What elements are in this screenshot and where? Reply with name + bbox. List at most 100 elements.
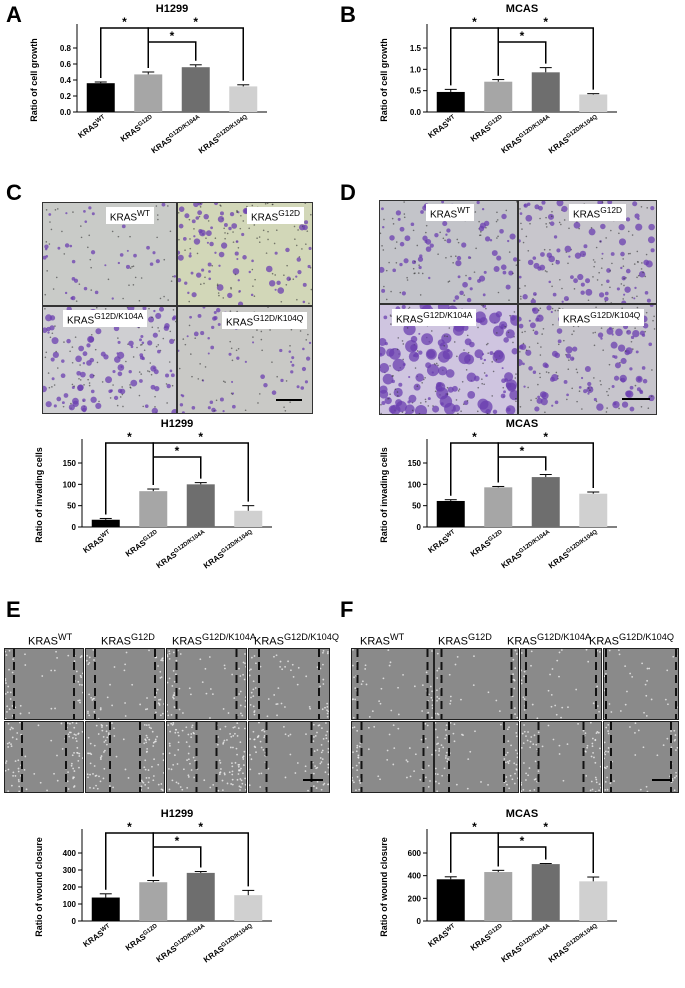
migrating-cell [103,767,106,770]
stained-cell [468,276,472,281]
y-axis-label: Ratio of cell growth [29,38,39,122]
stained-cell [237,279,240,282]
stained-cell [193,238,201,245]
stained-cell [90,396,97,403]
migrating-cell [209,688,212,690]
stained-cell [430,330,433,332]
x-tick-label: KRASG12D/K104Q [197,114,251,155]
stained-cell [551,404,554,407]
stained-cell [414,272,416,275]
migrating-cell [536,717,539,719]
micrograph-d-wt: KRASWT [379,200,518,304]
stained-cell [620,357,627,365]
migrating-cell [626,690,628,693]
stained-cell [179,403,184,407]
bar [181,67,210,112]
migrating-cell [151,765,153,768]
x-tick-superscript: G12D [142,529,159,543]
stained-cell [626,329,632,335]
significance-star: * [127,430,132,444]
migrating-cell [597,731,600,734]
migrating-cell [279,660,282,663]
stained-cell [178,206,185,212]
stained-cell [396,391,399,393]
stained-cell [171,408,176,413]
migrating-cell [9,691,12,694]
migrating-cell [158,699,160,701]
migrating-cell [419,778,422,781]
stained-cell [393,387,403,398]
stained-cell [540,398,548,406]
stained-cell [410,344,418,352]
migrating-cell [244,788,246,791]
migrating-cell [604,788,607,791]
stained-cell [62,405,65,408]
migrating-cell [109,683,111,686]
stained-cell [537,395,541,399]
stained-cell [601,252,604,255]
stained-cell [593,265,595,268]
stained-cell [495,220,498,223]
migrating-cell [315,787,318,789]
stained-cell [138,371,141,373]
wound-label-f-k104a: KRASG12D/K104A [507,632,591,648]
stained-cell [197,203,203,206]
migrating-cell [250,696,252,699]
migrating-cell [438,750,441,752]
stained-cell [397,395,399,397]
migrating-cell [7,685,10,688]
stained-cell [445,256,447,259]
migrating-cell [201,681,204,684]
stained-cell [232,404,236,409]
stained-cell [610,229,612,232]
stained-cell [427,397,431,401]
migrating-cell [260,746,263,749]
stained-cell [503,390,506,394]
migrating-cell [177,782,180,785]
stained-cell [453,299,456,303]
stained-cell [545,226,548,228]
migrating-cell [327,740,329,743]
stained-cell [641,262,643,264]
migrating-cell [594,761,597,764]
migrating-cell [446,760,449,763]
stained-cell [466,297,472,303]
stained-cell [267,307,269,308]
stained-cell [563,296,569,302]
stained-cell [82,362,86,365]
migrating-cell [431,690,433,693]
migrating-cell [50,707,53,710]
micrograph-c-wt: KRASWT [42,202,177,306]
migrating-cell [152,741,155,744]
migrating-cell [558,753,561,755]
stained-cell [55,276,58,279]
stained-cell [95,307,98,309]
migrating-cell [325,722,327,724]
migrating-cell [326,730,329,733]
migrating-cell [604,741,606,744]
stained-cell [399,226,405,232]
migrating-cell [24,755,27,758]
stained-cell [573,278,578,284]
migrating-cell [157,665,159,667]
migrating-cell [8,708,11,711]
bracket-g12d-k104a [152,846,202,877]
migrating-cell [586,744,589,747]
wound-image [434,648,519,720]
migrating-cell [145,741,148,744]
migrating-cell [175,781,178,784]
stained-cell [304,380,308,384]
stained-cell [483,372,486,374]
stained-cell [141,341,145,345]
stained-cell [244,409,247,412]
migrating-cell [431,699,433,702]
migrating-cell [436,689,438,692]
stained-cell [201,268,205,272]
stained-cell [155,312,162,319]
stained-cell [54,325,56,327]
migrating-cell [675,749,677,752]
stained-cell [218,294,220,297]
stained-cell [53,384,56,386]
stained-cell [117,388,123,394]
bar [134,74,163,112]
